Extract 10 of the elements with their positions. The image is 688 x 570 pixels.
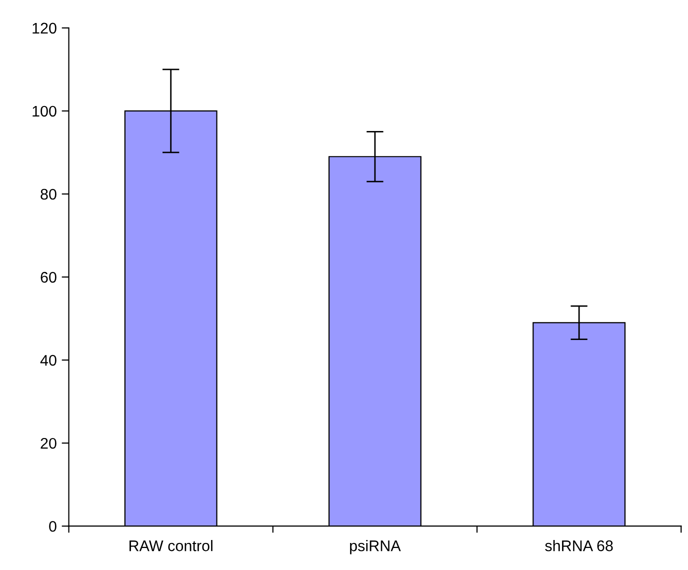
y-tick-label: 60	[40, 272, 56, 283]
y-tick-label: 80	[40, 188, 56, 200]
y-tick-label: 120	[32, 22, 56, 34]
y-tick-label: 100	[32, 106, 56, 117]
y-tick-label: 0	[49, 520, 56, 532]
x-tick-label: psiRNA	[350, 540, 401, 554]
x-tick-label: shRNA 68	[545, 540, 613, 552]
y-tick-label: 40	[40, 354, 56, 366]
y-tick-label: 20	[40, 438, 56, 449]
x-tick-label: RAW control	[130, 540, 212, 552]
